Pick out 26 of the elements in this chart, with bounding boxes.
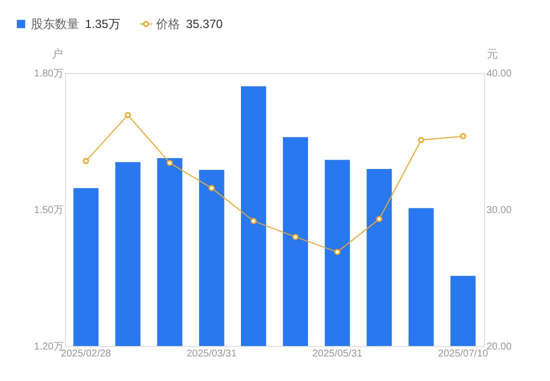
y-axis-title: 户 [52, 48, 63, 60]
x-tick-label: 2025/02/28 [60, 348, 112, 360]
x-tick-label: 2025/07/10 [438, 348, 489, 360]
text: 35.370 [186, 17, 224, 31]
point [82, 158, 90, 164]
y-tick-label: 1.50万 [34, 205, 64, 216]
y2-tick-label: 30.00 [486, 205, 512, 216]
point [292, 234, 299, 240]
point [334, 248, 340, 256]
legend-label: 股东数量 [31, 17, 79, 31]
point [460, 133, 466, 140]
point [208, 184, 215, 192]
point [124, 112, 131, 118]
legend-label: 价格 [155, 17, 180, 31]
x-tick-label: 2025/05/31 [312, 348, 363, 360]
y-tick-label: 1.80万 [34, 68, 64, 80]
y2-tick-label: 20.00 [486, 342, 512, 352]
point [418, 136, 424, 144]
point [166, 160, 173, 166]
x-tick-label: 2025/03/31 [186, 348, 238, 360]
point [250, 218, 257, 224]
y2-tick-label: 40.00 [486, 68, 512, 80]
text: 1.35万 [85, 17, 120, 31]
y-tick-label: 1.20万 [34, 342, 64, 352]
y2-axis-title: 元 [487, 48, 498, 60]
point [376, 216, 382, 222]
